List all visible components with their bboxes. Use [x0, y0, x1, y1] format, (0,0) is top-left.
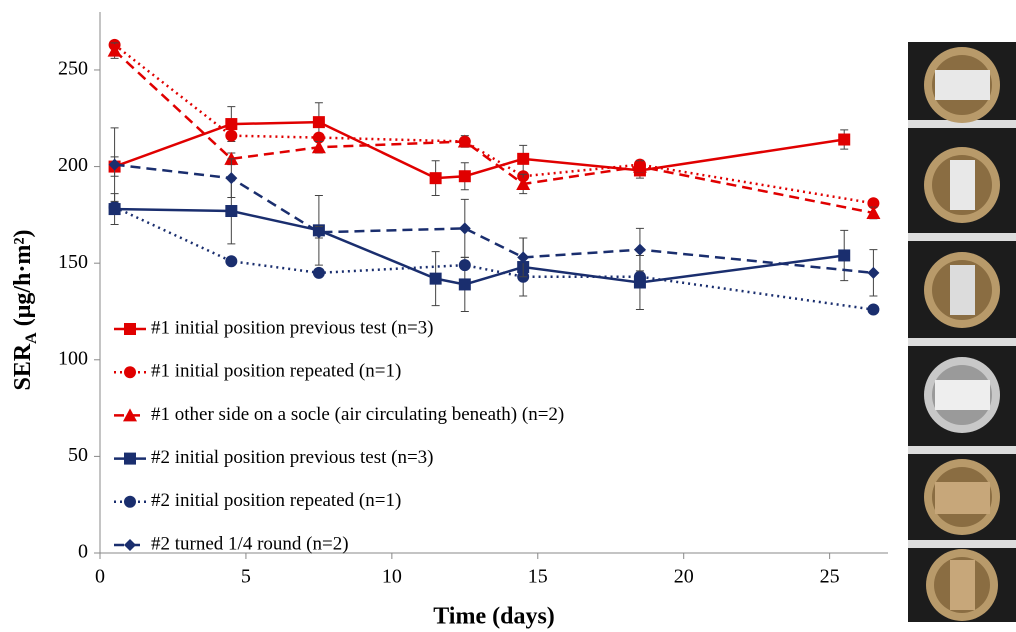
marker: [517, 251, 530, 264]
y-title-sub: A: [23, 332, 40, 344]
legend-marker: [124, 539, 136, 551]
photo-panel: [908, 42, 1016, 622]
marker: [838, 133, 851, 146]
marker: [866, 205, 881, 219]
marker: [108, 201, 121, 214]
marker: [867, 303, 880, 316]
marker: [312, 266, 325, 279]
y-title-main: SER: [10, 343, 36, 390]
marker: [458, 170, 471, 183]
marker: [312, 116, 325, 129]
x-axis-title: Time (days): [433, 604, 555, 630]
marker: [225, 118, 238, 131]
marker: [311, 140, 326, 154]
marker: [429, 272, 442, 285]
marker: [108, 158, 121, 171]
x-tick-label: 25: [820, 566, 840, 588]
x-tick-label: 20: [674, 566, 694, 588]
y-tick-label: 250: [58, 58, 88, 80]
y-tick-label: 200: [58, 154, 88, 176]
x-tick-label: 5: [241, 566, 251, 588]
marker: [632, 159, 647, 173]
y-axis-title: SERA (μg/h·m²): [10, 229, 41, 390]
marker: [457, 134, 472, 148]
legend-marker: [123, 408, 137, 422]
legend-label: #1 initial position previous test (n=3): [151, 317, 434, 338]
legend-label: #1 other side on a socle (air circulatin…: [151, 404, 564, 425]
y-tick-label: 100: [58, 347, 88, 369]
marker: [867, 197, 880, 210]
marker: [458, 278, 471, 291]
marker: [225, 172, 238, 185]
legend-label: #2 initial position previous test (n=3): [151, 447, 434, 468]
marker: [225, 129, 238, 142]
legend-label: #2 turned 1/4 round (n=2): [151, 533, 349, 554]
marker: [312, 131, 325, 144]
y-tick-label: 50: [68, 444, 88, 466]
marker: [867, 266, 880, 279]
x-tick-label: 10: [382, 566, 402, 588]
series-line: [114, 207, 845, 286]
y-tick-label: 0: [78, 541, 88, 563]
legend-marker: [124, 452, 136, 465]
legend-marker: [124, 366, 136, 379]
marker: [312, 226, 325, 239]
marker: [838, 249, 851, 262]
marker: [633, 270, 646, 283]
marker: [516, 176, 531, 190]
marker: [107, 43, 122, 57]
legend-label: #1 initial position repeated (n=1): [151, 361, 401, 382]
legend-label: #2 initial position repeated (n=1): [151, 490, 401, 511]
marker: [225, 255, 238, 268]
marker: [458, 259, 471, 272]
marker: [633, 243, 646, 256]
marker: [429, 172, 442, 185]
y-tick-label: 150: [58, 251, 88, 273]
x-tick-label: 0: [95, 566, 105, 588]
x-tick-label: 15: [528, 566, 548, 588]
marker: [225, 205, 238, 218]
y-title-unit: (μg/h·m²): [10, 229, 36, 326]
legend-marker: [124, 495, 136, 508]
legend-marker: [124, 323, 136, 335]
marker: [517, 152, 530, 165]
marker: [458, 222, 471, 235]
